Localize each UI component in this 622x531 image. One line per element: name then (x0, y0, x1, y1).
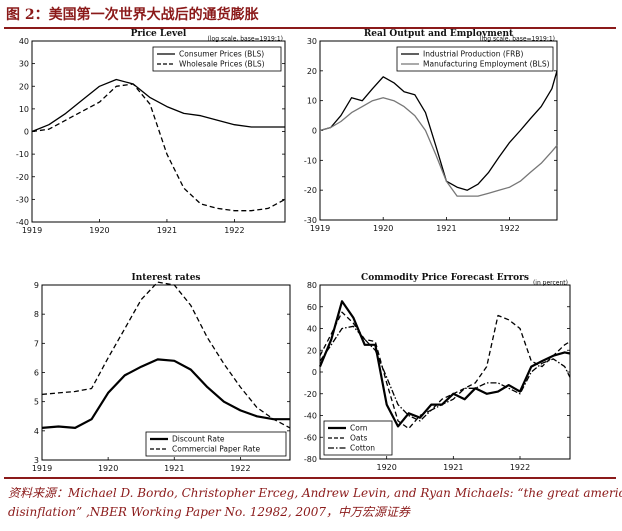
chart-grid: Price Level (log scale, base=1919:1) -40 -3… (16, 29, 571, 473)
forecast-errors-ytick-label: -60 (304, 433, 317, 442)
price-level-xtick-label: 1920 (89, 226, 109, 235)
price-level-ytick-label: -40 (16, 218, 29, 227)
price-level-legend-label: Wholesale Prices (BLS) (179, 60, 265, 69)
price-level-xtick-label: 1921 (157, 226, 177, 235)
real-output-note: (log scale, base=1919:1) (480, 36, 555, 43)
real-output-title: Real Output and Employment (364, 29, 514, 39)
interest-rates-series-discount-rate (41, 358, 290, 429)
forecast-errors-title: Commodity Price Forecast Errors (361, 273, 529, 283)
forecast-errors-ytick-label: -40 (304, 412, 317, 421)
real-output-legend-box (396, 46, 554, 72)
forecast-errors-note: (in percent) (533, 280, 568, 287)
price-level-ytick-label: -10 (16, 150, 29, 159)
interest-rates-legend-box (145, 431, 287, 457)
interest-rates-xtick-label: 1920 (98, 464, 118, 473)
interest-rates-ytick-label: 9 (34, 281, 39, 290)
figure-title: 图 2：美国第一次世界大战后的通货膨胀 (6, 7, 259, 23)
interest-rates-xtick-label: 1921 (164, 464, 184, 473)
price-level-ytick-label: 10 (19, 105, 29, 114)
forecast-errors-series-oats (319, 311, 571, 430)
forecast-errors-series-cotton (319, 325, 571, 422)
real-output-series-manufacturing-employment-bls (319, 97, 558, 197)
source-note: 资料来源：Michael D. Bordo, Christopher Erceg… (8, 484, 622, 522)
interest-rates-xtick-label: 1922 (230, 464, 250, 473)
price-level-xtick-label: 1919 (22, 226, 42, 235)
forecast-errors-legend-label: Corn (350, 424, 368, 433)
interest-rates-legend-label: Commercial Paper Rate (172, 445, 260, 454)
price-level-series-wholesale-prices-bls (31, 83, 286, 212)
forecast-errors-legend-label: Cotton (350, 444, 375, 453)
title-divider (4, 27, 616, 29)
source-line-1: 资料来源：Michael D. Bordo, Christopher Erceg… (8, 486, 622, 500)
price-level-legend-label: Consumer Prices (BLS) (179, 50, 264, 59)
interest-rates-ytick-label: 7 (34, 339, 39, 348)
price-level-ytick-label: 20 (19, 82, 29, 91)
interest-rates-ytick-label: 8 (34, 310, 39, 319)
real-output-xtick-label: 1920 (373, 224, 393, 233)
source-line-2: disinflation” ,NBER Working Paper No. 12… (8, 505, 411, 519)
price-level-ytick-label: 40 (19, 37, 29, 46)
price-level-title: Price Level (131, 29, 187, 39)
real-output-ytick-label: -30 (304, 216, 317, 225)
real-output-legend-label: Manufacturing Employment (BLS) (423, 60, 550, 69)
price-level-note: (log scale, base=1919:1) (208, 36, 283, 43)
interest-rates-ytick-label: 6 (34, 369, 39, 378)
forecast-errors-ytick-label: 40 (307, 325, 317, 334)
forecast-errors-ytick-label: -20 (304, 390, 317, 399)
real-output-ytick-label: 30 (307, 37, 317, 46)
interest-rates-xtick-label: 1919 (32, 464, 52, 473)
price-level-legend-box (152, 46, 282, 72)
forecast-errors-series-corn (318, 300, 571, 428)
forecast-errors-ytick-label: 60 (307, 303, 317, 312)
interest-rates-ytick-label: 4 (34, 427, 39, 436)
forecast-errors-ytick-label: 80 (307, 281, 317, 290)
price-level-ytick-label: -20 (16, 173, 29, 182)
forecast-errors-ytick-label: 20 (307, 346, 317, 355)
real-output-ytick-label: -10 (304, 156, 317, 165)
interest-rates-ytick-label: 5 (34, 398, 39, 407)
forecast-errors-ytick-label: -80 (304, 455, 317, 464)
price-level-series-consumer-prices-bls (31, 78, 285, 133)
forecast-errors-xtick-label: 1921 (443, 463, 463, 472)
forecast-errors-legend-label: Oats (350, 434, 367, 443)
forecast-errors-ytick-label: 0 (312, 368, 317, 377)
real-output-legend-label: Industrial Production (FRB) (423, 50, 523, 59)
price-level-ytick-label: -30 (16, 195, 29, 204)
real-output-ytick-label: 0 (312, 127, 317, 136)
real-output-xtick-label: 1919 (310, 224, 330, 233)
real-output-xtick-label: 1921 (436, 224, 456, 233)
forecast-errors-legend-box (323, 420, 393, 456)
real-output-ytick-label: 10 (307, 97, 317, 106)
real-output-series-industrial-production-frb (319, 70, 558, 191)
interest-rates-series-commercial-paper-rate (41, 281, 291, 429)
real-output-xtick-label: 1922 (499, 224, 519, 233)
real-output-ytick-label: -20 (304, 186, 317, 195)
price-level-ytick-label: 30 (19, 60, 29, 69)
forecast-errors-xtick-label: 1922 (510, 463, 530, 472)
forecast-errors-xtick-label: 1920 (376, 463, 396, 472)
real-output-ytick-label: 20 (307, 67, 317, 76)
price-level-xtick-label: 1922 (224, 226, 244, 235)
price-level-ytick-label: 0 (24, 128, 29, 137)
source-divider (4, 477, 616, 479)
interest-rates-ytick-label: 3 (34, 456, 39, 465)
interest-rates-legend-label: Discount Rate (172, 435, 225, 444)
interest-rates-title: Interest rates (132, 273, 201, 283)
